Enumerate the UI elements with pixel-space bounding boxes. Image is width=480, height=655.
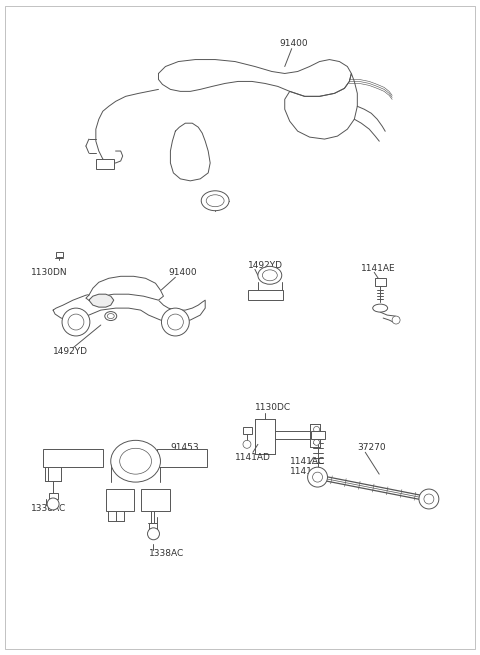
Bar	[96, 159, 114, 169]
Polygon shape	[158, 60, 351, 96]
Text: 1338AC: 1338AC	[31, 504, 66, 514]
Circle shape	[62, 308, 90, 336]
Ellipse shape	[201, 191, 229, 211]
Circle shape	[392, 316, 400, 324]
Circle shape	[308, 467, 327, 487]
Ellipse shape	[206, 195, 224, 207]
Ellipse shape	[120, 448, 152, 474]
Ellipse shape	[258, 267, 282, 284]
Text: 91400: 91400	[280, 39, 308, 48]
Bar	[243, 428, 252, 434]
Text: 91453: 91453	[170, 443, 199, 452]
Circle shape	[161, 308, 189, 336]
Text: 1492YD: 1492YD	[248, 261, 283, 270]
Circle shape	[168, 314, 183, 330]
Bar	[106, 489, 133, 511]
Text: 1141AC: 1141AC	[290, 457, 325, 466]
Text: 1141AJ: 1141AJ	[290, 466, 321, 476]
Text: 1141AE: 1141AE	[361, 264, 396, 273]
Text: 91400: 91400	[168, 268, 197, 277]
Polygon shape	[53, 290, 205, 322]
Circle shape	[243, 440, 251, 448]
Polygon shape	[89, 294, 114, 307]
Circle shape	[147, 528, 159, 540]
Ellipse shape	[263, 270, 277, 281]
Text: 1338AC: 1338AC	[148, 549, 184, 558]
Circle shape	[312, 472, 323, 482]
Ellipse shape	[373, 304, 388, 312]
Bar	[157, 449, 207, 467]
Bar	[141, 489, 170, 511]
Bar	[43, 449, 103, 467]
Bar	[56, 252, 63, 257]
Text: 37270: 37270	[357, 443, 386, 452]
Circle shape	[313, 440, 320, 445]
Bar	[248, 290, 283, 300]
Bar	[375, 278, 386, 286]
Circle shape	[419, 489, 439, 509]
Text: 1130DN: 1130DN	[31, 268, 68, 277]
Bar	[49, 493, 58, 499]
Ellipse shape	[105, 312, 117, 320]
Text: 1141AD: 1141AD	[235, 453, 271, 462]
Text: 1492YD: 1492YD	[53, 347, 88, 356]
Polygon shape	[170, 123, 210, 181]
Text: 1130DC: 1130DC	[255, 403, 291, 412]
Ellipse shape	[107, 314, 114, 318]
Circle shape	[47, 498, 59, 510]
Bar	[148, 523, 157, 529]
Polygon shape	[285, 73, 357, 139]
Circle shape	[424, 494, 434, 504]
Circle shape	[68, 314, 84, 330]
Circle shape	[313, 426, 320, 432]
Bar	[311, 432, 324, 440]
Ellipse shape	[111, 440, 160, 482]
Polygon shape	[86, 276, 164, 300]
